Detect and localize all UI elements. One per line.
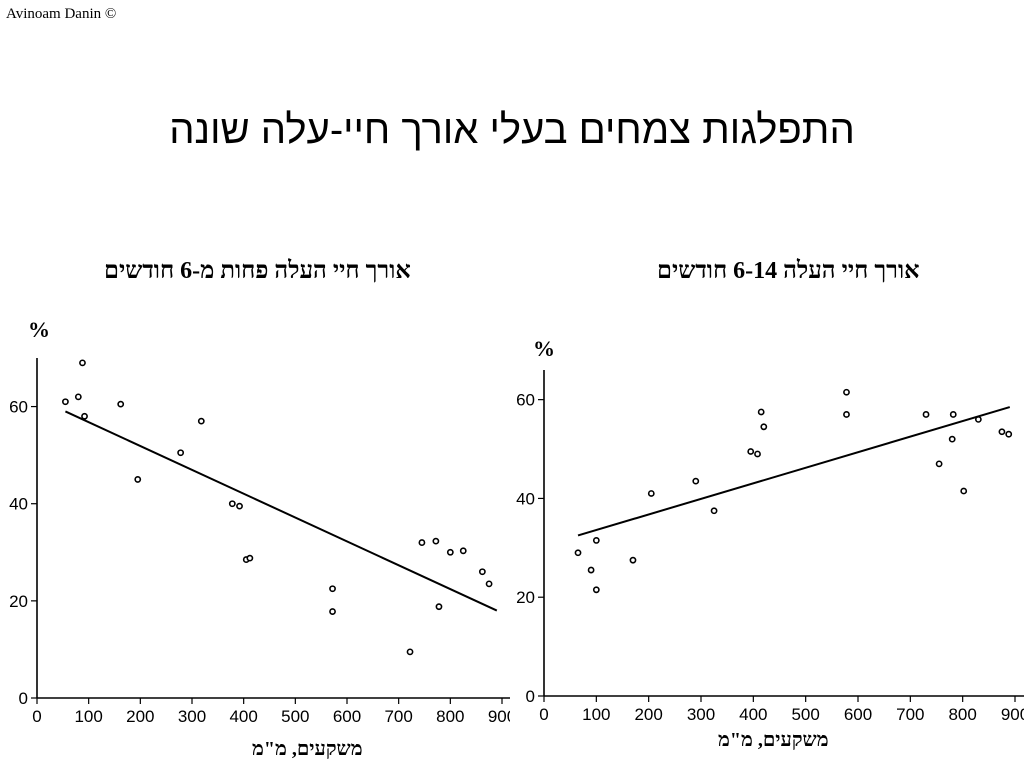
left-y-tick-label: 40 (9, 495, 28, 514)
right-y-tick-label: 40 (516, 489, 535, 508)
left-x-tick-label: 800 (436, 707, 464, 726)
right-x-tick-label: 400 (739, 705, 767, 724)
right-x-tick-label: 200 (634, 705, 662, 724)
right-data-point (935, 460, 943, 468)
left-x-tick-label: 500 (281, 707, 309, 726)
right-data-point (592, 537, 600, 544)
left-x-tick-label: 700 (384, 707, 412, 726)
left-x-tick-label: 600 (333, 707, 361, 726)
left-data-point (79, 359, 86, 367)
left-data-point (228, 500, 236, 508)
right-data-point (592, 586, 600, 594)
right-data-point (692, 477, 700, 485)
left-data-point (406, 648, 414, 656)
left-y-tick-label: 20 (9, 592, 28, 611)
left-data-point (177, 449, 185, 457)
left-data-point (246, 554, 254, 562)
left-x-tick-label: 300 (178, 707, 206, 726)
right-data-point (574, 549, 582, 557)
left-trend-line (64, 410, 498, 612)
right-y-tick-label: 60 (516, 391, 535, 410)
left-data-point (74, 393, 82, 401)
left-scatter-chart: 0 100 200 300 400 500 600 700 800 900 0 20 40 60 (9, 358, 510, 726)
slide-title: התפלגות צמחים בעלי אורך חיי-עלה שונה (169, 108, 855, 152)
right-chart-title: אורך חיי העלה 6-14 חודשים (657, 258, 920, 284)
left-data-point (81, 412, 88, 420)
right-data-point (747, 448, 755, 455)
left-data-point (197, 417, 205, 425)
right-scatter-chart: 0 100 200 300 400 500 600 700 800 900 0 20 40 60 (516, 370, 1024, 724)
left-x-tick-label: 200 (126, 707, 154, 726)
left-x-tick-label: 400 (229, 707, 257, 726)
left-x-axis-label: משקעים, מ"מ (252, 738, 363, 760)
left-y-tick-label: 0 (19, 689, 28, 708)
right-x-tick-label: 900 (1001, 705, 1024, 724)
left-data-point (432, 537, 440, 545)
left-x-tick-label: 900 (488, 707, 510, 726)
right-data-point (754, 450, 761, 458)
right-data-point (998, 428, 1006, 436)
right-x-tick-label: 300 (687, 705, 715, 724)
right-y-tick-label: 0 (526, 687, 535, 706)
right-x-tick-label: 500 (791, 705, 819, 724)
left-x-tick-label: 100 (74, 707, 102, 726)
right-x-tick-label: 700 (896, 705, 924, 724)
right-data-point (647, 490, 655, 497)
right-x-axis-label: משקעים, מ"מ (718, 729, 829, 751)
left-data-point (485, 580, 493, 588)
right-x-tick-label: 0 (539, 705, 548, 724)
right-data-point (1005, 430, 1013, 438)
left-data-point (62, 398, 69, 406)
left-data-point (329, 608, 336, 615)
right-x-tick-label: 100 (582, 705, 610, 724)
right-data-point (760, 423, 768, 431)
left-y-unit-label: % (28, 317, 50, 342)
right-data-point (757, 408, 765, 416)
right-data-point (710, 507, 718, 515)
right-data-point (948, 435, 956, 443)
right-y-tick-label: 20 (516, 588, 535, 607)
right-data-point (922, 411, 930, 418)
right-data-point (949, 411, 957, 418)
right-x-tick-label: 800 (948, 705, 976, 724)
left-data-point (478, 568, 486, 576)
right-trend-line (577, 406, 1011, 537)
left-data-point (329, 585, 336, 593)
left-data-point (418, 539, 426, 546)
left-data-point (236, 502, 243, 510)
right-x-tick-label: 600 (844, 705, 872, 724)
right-data-point (587, 566, 595, 574)
left-data-point (134, 476, 142, 483)
copyright-text: Avinoam Danin © (6, 6, 117, 22)
right-y-unit-label: % (533, 336, 555, 361)
left-y-tick-label: 60 (9, 398, 28, 417)
left-data-point (117, 400, 125, 408)
left-x-tick-label: 0 (32, 707, 41, 726)
left-chart-title: אורך חיי העלה פחות מ-6 חודשים (104, 258, 411, 284)
right-data-point (843, 388, 850, 396)
left-data-point (459, 547, 467, 555)
right-data-point (843, 411, 850, 418)
left-data-point (446, 548, 454, 556)
right-data-point (629, 556, 637, 564)
right-data-point (960, 487, 968, 495)
left-data-point (435, 603, 443, 611)
